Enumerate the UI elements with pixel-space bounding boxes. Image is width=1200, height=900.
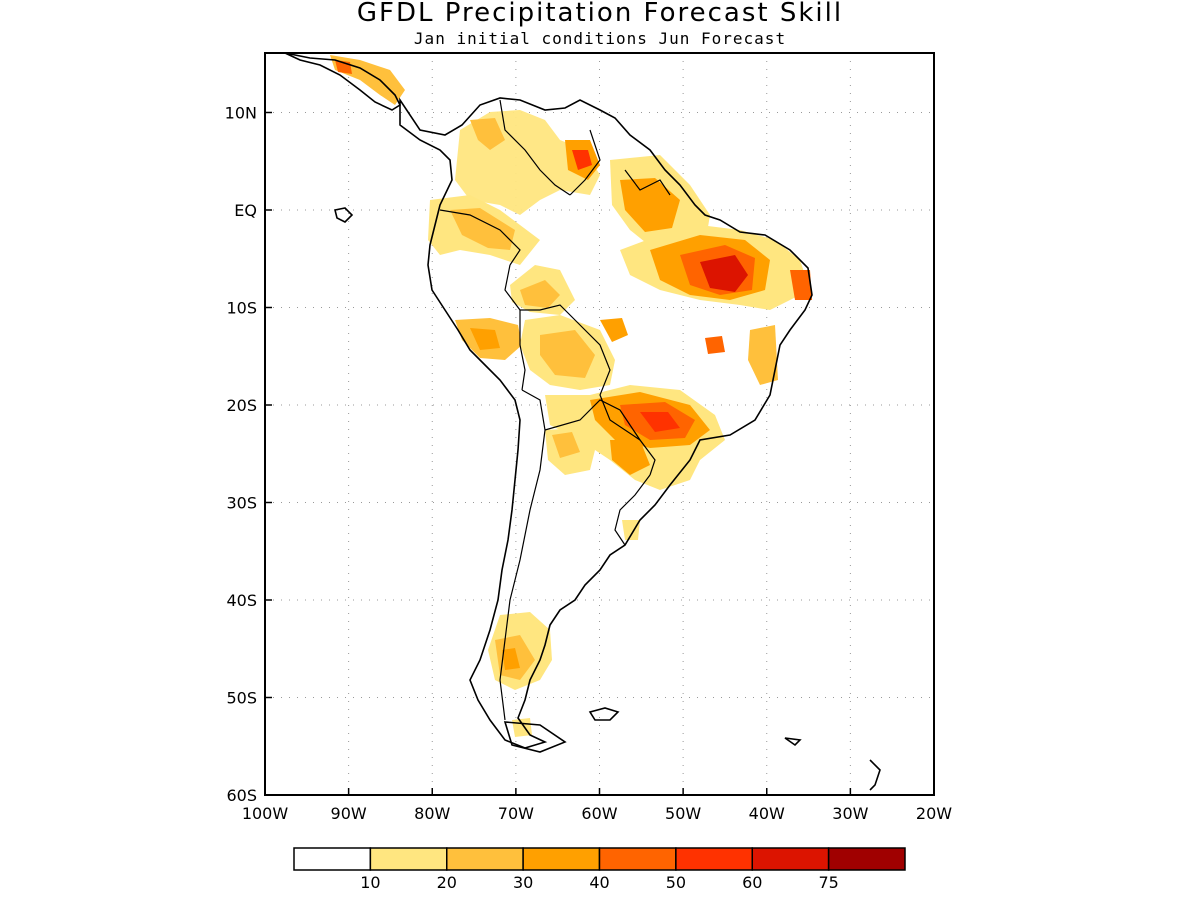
lon-tick-label: 80W xyxy=(414,804,450,823)
skill-area-uruguay xyxy=(622,520,640,540)
colorbar-label: 40 xyxy=(589,873,609,892)
lon-tick-label: 20W xyxy=(916,804,952,823)
colorbar-label: 75 xyxy=(818,873,838,892)
lat-tick-label: 20S xyxy=(226,396,257,415)
coastline-central-america xyxy=(284,53,402,111)
colorbar-label: 30 xyxy=(513,873,533,892)
lon-tick-label: 50W xyxy=(665,804,701,823)
coastlines xyxy=(284,53,881,791)
lat-tick-label: 30S xyxy=(226,494,257,513)
border-argentina-uruguay xyxy=(614,474,651,546)
coastline-falklands xyxy=(588,707,620,721)
border-paraguay xyxy=(544,399,641,441)
skill-area-w-amazon-core xyxy=(520,280,560,308)
skill-shading xyxy=(330,55,812,737)
skill-area-paraguay xyxy=(610,440,650,475)
lon-tick-label: 60W xyxy=(581,804,617,823)
colorbar-label: 50 xyxy=(666,873,686,892)
lat-tick-label: 10N xyxy=(225,104,257,123)
coastline-tierra-del-fuego xyxy=(503,721,567,753)
colorbar-label: 10 xyxy=(360,873,380,892)
skill-area-ecuador-core xyxy=(450,208,515,250)
lon-tick-label: 30W xyxy=(832,804,868,823)
coastline-islands-east xyxy=(869,759,881,791)
skill-area-venezuela-peak xyxy=(572,150,592,170)
country-borders xyxy=(439,99,671,721)
colorbar-swatch xyxy=(675,847,753,871)
colorbar-label: 60 xyxy=(742,873,762,892)
lat-tick-label: 60S xyxy=(226,786,257,805)
lat-tick-label: EQ xyxy=(234,201,257,220)
border-chile-argentina xyxy=(499,389,546,721)
colorbar-swatch xyxy=(522,847,601,871)
border-colombia-peru xyxy=(439,209,521,266)
chart-title: GFDL Precipitation Forecast Skill xyxy=(356,0,844,28)
lat-tick-label: 40S xyxy=(226,591,257,610)
skill-area-rondonia xyxy=(600,318,628,342)
skill-area-guianas-core xyxy=(620,178,680,232)
lon-tick-label: 90W xyxy=(331,804,367,823)
chart-subtitle: Jan initial conditions Jun Forecast xyxy=(413,29,787,48)
lat-tick-label: 50S xyxy=(226,689,257,708)
colorbar-swatch xyxy=(369,847,448,871)
colorbar-label: 20 xyxy=(437,873,457,892)
coastline-south-america xyxy=(399,97,813,749)
skill-area-bolivia-core xyxy=(540,330,595,378)
coastline-galapagos xyxy=(334,207,354,223)
lat-tick-label: 10S xyxy=(226,299,257,318)
colorbar-swatch xyxy=(598,847,677,871)
colorbar-swatch xyxy=(293,847,372,871)
skill-area-n-argentina-core xyxy=(552,432,580,458)
lon-tick-label: 100W xyxy=(242,804,289,823)
border-bolivia-peru xyxy=(519,310,526,391)
skill-area-tocantins xyxy=(705,336,725,354)
colorbar-swatch xyxy=(827,847,906,871)
skill-area-bahia xyxy=(748,325,778,385)
colorbar: 10 20 30 40 50 60 75 xyxy=(293,847,906,892)
colorbar-swatch xyxy=(751,847,830,871)
border-venezuela-guyana xyxy=(569,129,601,196)
skill-area-se-brazil-peak xyxy=(640,412,680,432)
border-colombia-venezuela xyxy=(499,99,571,196)
lon-tick-label: 40W xyxy=(749,804,785,823)
skill-area-patagonia-peak xyxy=(502,648,520,670)
coastline-south-georgia xyxy=(784,737,802,747)
skill-area-ne-coast xyxy=(790,270,812,300)
lon-tick-label: 70W xyxy=(498,804,534,823)
border-guianas xyxy=(624,169,671,196)
colorbar-swatch xyxy=(446,847,524,871)
skill-area-colombia-core xyxy=(470,118,505,150)
skill-area-peru-core xyxy=(470,328,500,350)
skill-area-ne-brazil-peak xyxy=(700,255,748,292)
